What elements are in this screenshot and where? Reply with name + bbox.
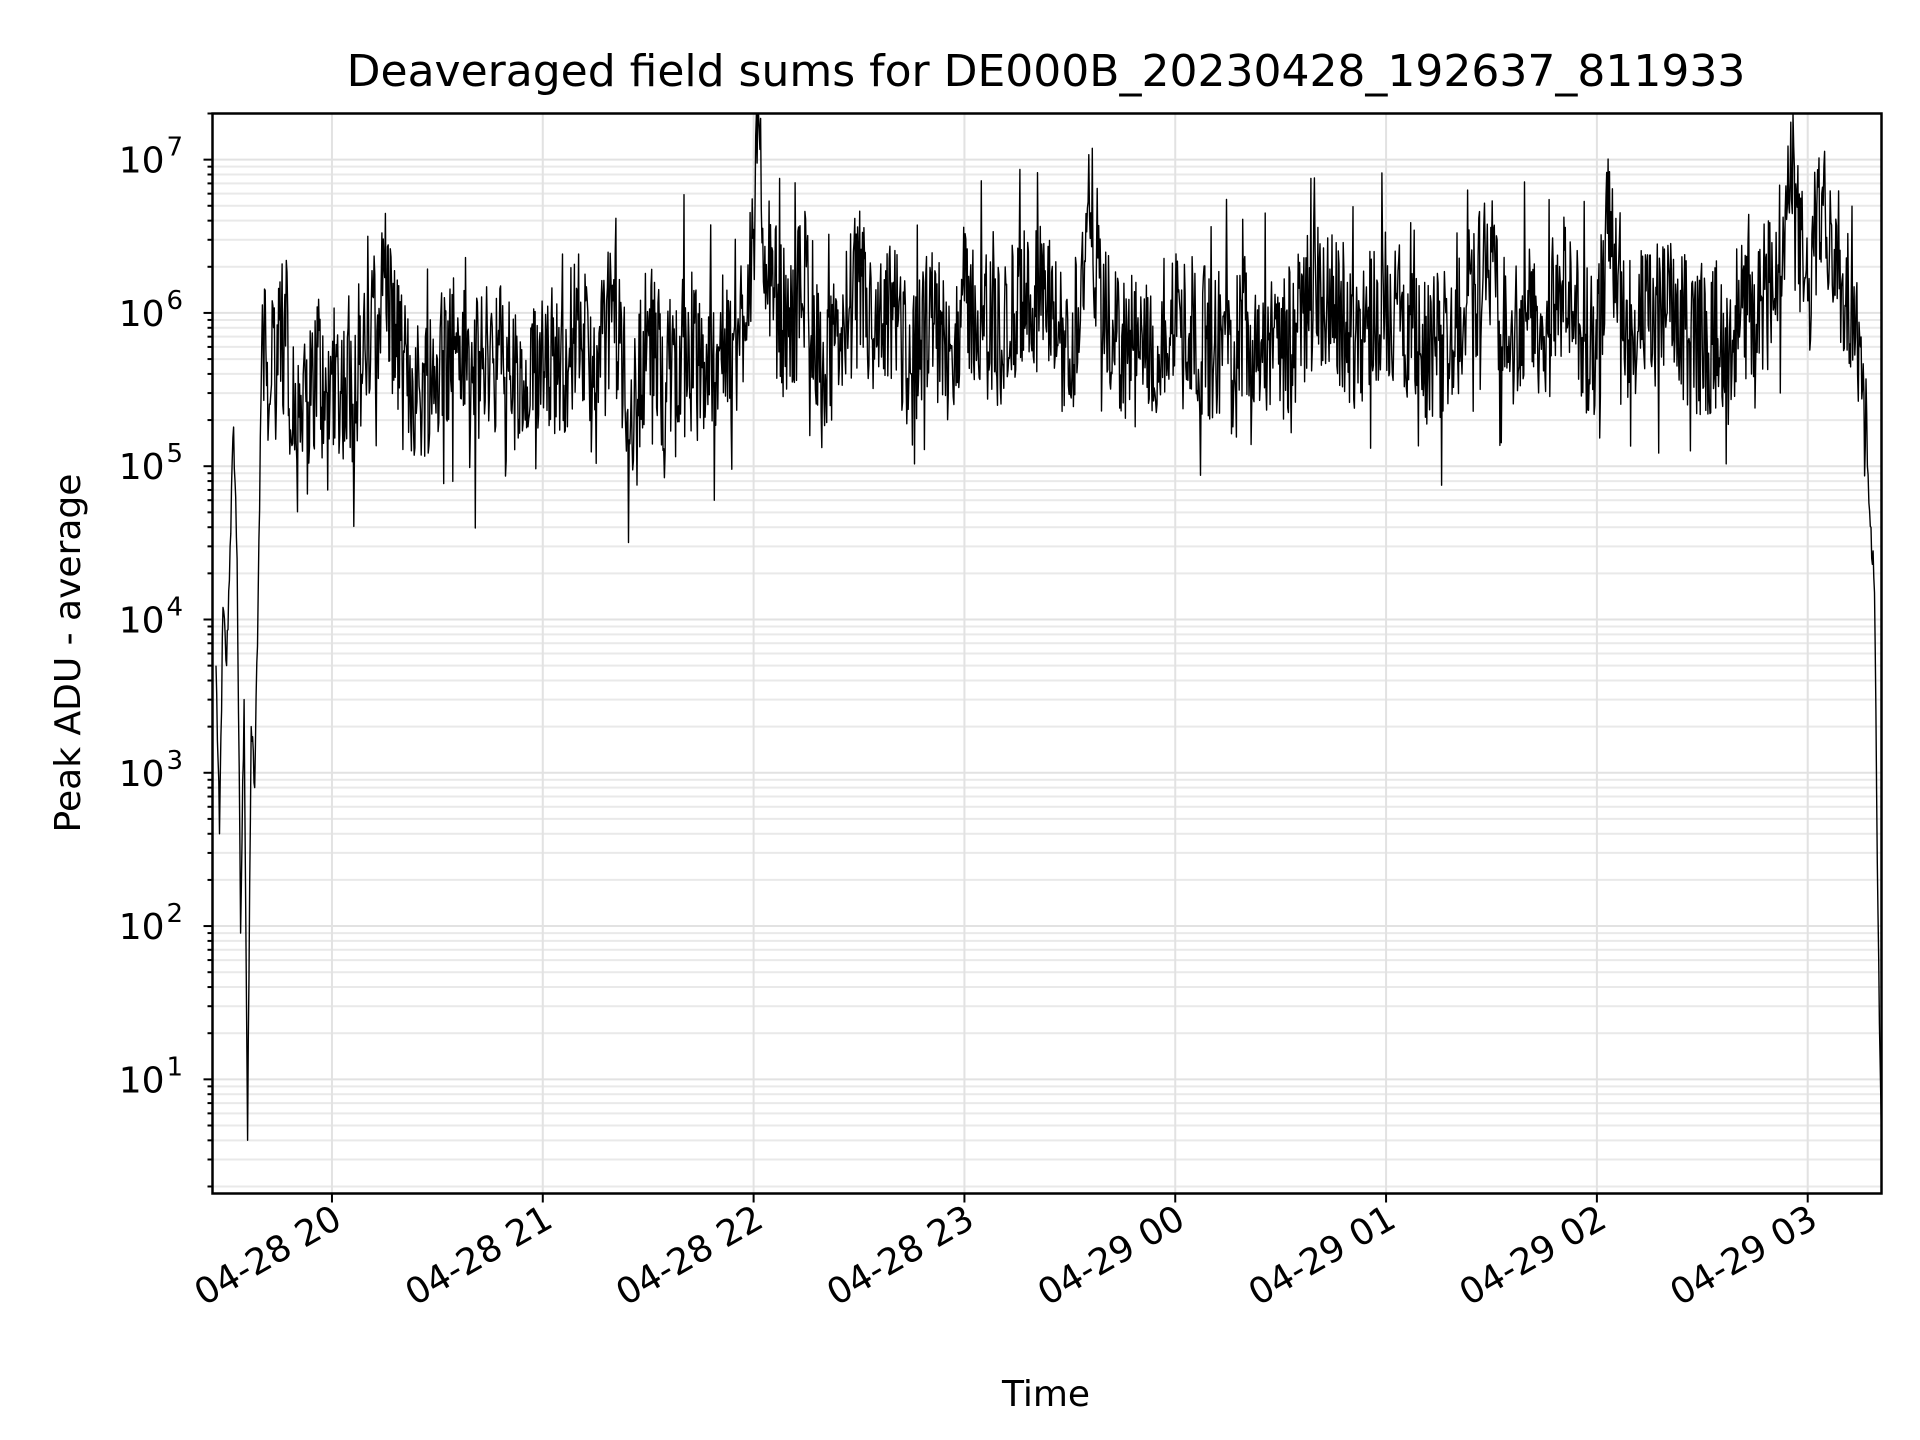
y-tick-label: 10: [119, 447, 165, 488]
y-tick-exponent: 3: [167, 746, 184, 776]
y-tick-label: 10: [119, 754, 165, 795]
x-tick-label: 04-28 20: [188, 1198, 349, 1314]
y-tick-exponent: 4: [167, 592, 184, 622]
y-tick-label: 10: [119, 907, 165, 948]
grid: [212, 112, 1882, 1194]
x-axis-label: Time: [1001, 1374, 1090, 1415]
x-tick-label: 04-29 00: [1031, 1198, 1192, 1314]
x-tick-label: 04-28 23: [820, 1198, 981, 1314]
series-layer: [215, 112, 1883, 1141]
chart-title: Deaveraged field sums for DE000B_2023042…: [347, 46, 1746, 97]
x-tick-label: 04-29 03: [1664, 1198, 1825, 1314]
x-tick-label: 04-29 02: [1453, 1198, 1614, 1314]
x-tick-label: 04-28 21: [399, 1198, 560, 1314]
y-tick-exponent: 2: [167, 899, 184, 929]
x-tick-label: 04-28 22: [609, 1198, 770, 1314]
y-tick-exponent: 5: [167, 439, 184, 469]
y-axis-label: Peak ADU - average: [48, 474, 89, 833]
y-tick-exponent: 6: [167, 286, 184, 316]
y-tick-label: 10: [119, 141, 165, 182]
y-tick-label: 10: [119, 294, 165, 335]
y-tick-exponent: 7: [167, 133, 184, 163]
y-tick-exponent: 1: [167, 1052, 184, 1082]
x-axis: 04-28 20 04-28 21 04-28 22 04-28 23 04-29 00…: [188, 1193, 1825, 1314]
y-tick-label: 10: [119, 600, 165, 641]
series-line: [215, 112, 1883, 1141]
y-tick-label: 10: [119, 1060, 165, 1101]
x-tick-label: 04-29 01: [1242, 1198, 1403, 1314]
